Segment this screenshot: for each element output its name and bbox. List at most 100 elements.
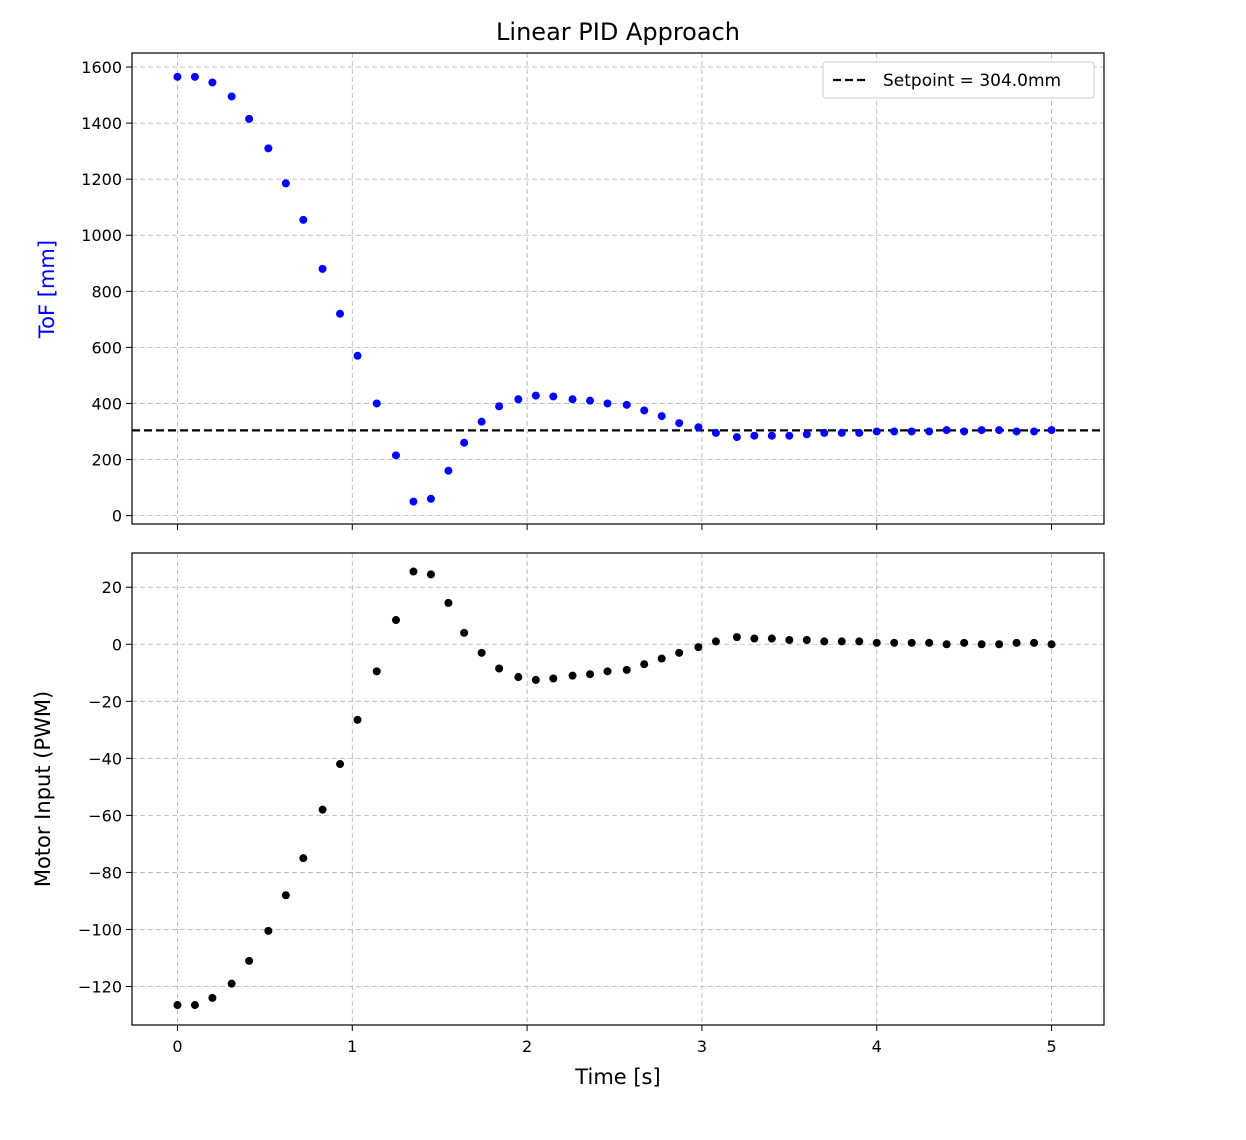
tof-data-point (675, 419, 684, 428)
y-tick-label: 800 (91, 282, 122, 301)
x-tick-label: 4 (872, 1037, 882, 1056)
x-tick-label: 0 (172, 1037, 182, 1056)
motor-data-point (802, 635, 811, 644)
motor-data-point (208, 993, 217, 1002)
tof-data-point (318, 264, 327, 273)
tof-points (173, 72, 1056, 506)
tof-data-point (890, 427, 899, 436)
tof-data-point (208, 78, 217, 87)
y-tick-label: 1600 (81, 58, 122, 77)
y-tick-label: −40 (88, 749, 122, 768)
motor-data-point (837, 637, 846, 646)
y-tick-label: 400 (91, 394, 122, 413)
tof-data-point (1012, 427, 1021, 436)
tof-data-point (426, 494, 435, 503)
x-tick-label: 2 (522, 1037, 532, 1056)
tof-data-point (1030, 427, 1039, 436)
motor-data-point (264, 926, 273, 935)
tof-data-point (460, 438, 469, 447)
tof-data-point (785, 431, 794, 440)
motor-y-axis-label: Motor Input (PWM) (31, 691, 55, 887)
tof-data-point (227, 92, 236, 101)
legend-setpoint-label: Setpoint = 304.0mm (883, 71, 1061, 91)
motor-data-point (872, 638, 881, 647)
tof-data-point (767, 431, 776, 440)
motor-data-point (694, 643, 703, 652)
tof-data-point (281, 179, 290, 188)
motor-data-point (1030, 638, 1039, 647)
tof-data-point (409, 497, 418, 506)
tof-data-point (603, 399, 612, 408)
motor-x-ticks: 0 1 2 3 4 5 (172, 1025, 1057, 1056)
tof-data-point (495, 402, 504, 411)
tof-data-point (657, 412, 666, 421)
tof-data-point (264, 144, 273, 153)
tof-data-point (855, 428, 864, 437)
chart-title: Linear PID Approach (496, 18, 740, 46)
tof-data-point (837, 428, 846, 437)
motor-data-point (568, 671, 577, 680)
motor-data-point (409, 567, 418, 576)
x-axis-label: Time [s] (574, 1065, 660, 1089)
tof-data-point (336, 309, 345, 318)
tof-data-point (568, 395, 577, 404)
motor-data-point (750, 634, 759, 643)
tof-data-point (872, 427, 881, 436)
motor-data-point (353, 715, 362, 724)
tof-data-point (977, 426, 986, 435)
motor-data-point (640, 660, 649, 669)
motor-data-point (942, 640, 951, 649)
tof-data-point (190, 72, 199, 81)
motor-data-point (173, 1001, 182, 1010)
motor-data-point (477, 648, 486, 657)
motor-gridlines (132, 553, 1104, 1025)
motor-data-point (444, 598, 453, 607)
tof-data-point (711, 428, 720, 437)
tof-data-point (640, 406, 649, 415)
motor-data-point (675, 648, 684, 657)
motor-data-point (281, 891, 290, 900)
motor-data-point (907, 638, 916, 647)
y-tick-label: −20 (88, 692, 122, 711)
motor-data-point (460, 628, 469, 637)
tof-data-point (372, 399, 381, 408)
tof-data-point (942, 426, 951, 435)
y-tick-label: 600 (91, 338, 122, 357)
motor-data-point (1047, 640, 1056, 649)
tof-data-point (391, 451, 400, 460)
motor-data-point (603, 667, 612, 676)
y-tick-label: 20 (102, 578, 122, 597)
motor-data-point (732, 633, 741, 642)
tof-data-point (925, 427, 934, 436)
y-tick-label: 1000 (81, 226, 122, 245)
y-tick-label: −100 (78, 920, 122, 939)
tof-data-point (586, 396, 595, 405)
tof-x-ticks (176, 524, 1053, 530)
x-tick-label: 1 (347, 1037, 357, 1056)
tof-y-axis-label: ToF [mm] (35, 240, 59, 339)
tof-data-point (732, 433, 741, 442)
y-tick-label: 1400 (81, 114, 122, 133)
tof-data-point (444, 466, 453, 475)
y-tick-label: 0 (112, 635, 122, 654)
motor-data-point (960, 638, 969, 647)
tof-panel: 0 200 400 600 800 1000 1200 1400 1600 ToF [mm] S… (35, 52, 1105, 530)
motor-data-point (426, 570, 435, 579)
motor-data-point (299, 854, 308, 863)
tof-data-point (622, 400, 631, 409)
tof-data-point (549, 392, 558, 401)
motor-data-point (785, 635, 794, 644)
tof-data-point (960, 427, 969, 436)
motor-data-point (336, 760, 345, 769)
legend-box (822, 61, 1095, 99)
tof-data-point (245, 114, 254, 123)
motor-data-point (622, 665, 631, 674)
motor-data-point (855, 637, 864, 646)
tof-data-point (694, 423, 703, 432)
y-tick-label: 200 (91, 451, 122, 470)
motor-y-ticks: 20 0 −20 −40 −60 −80 −100 −120 (78, 578, 132, 996)
tof-data-point (820, 428, 829, 437)
motor-data-point (925, 638, 934, 647)
